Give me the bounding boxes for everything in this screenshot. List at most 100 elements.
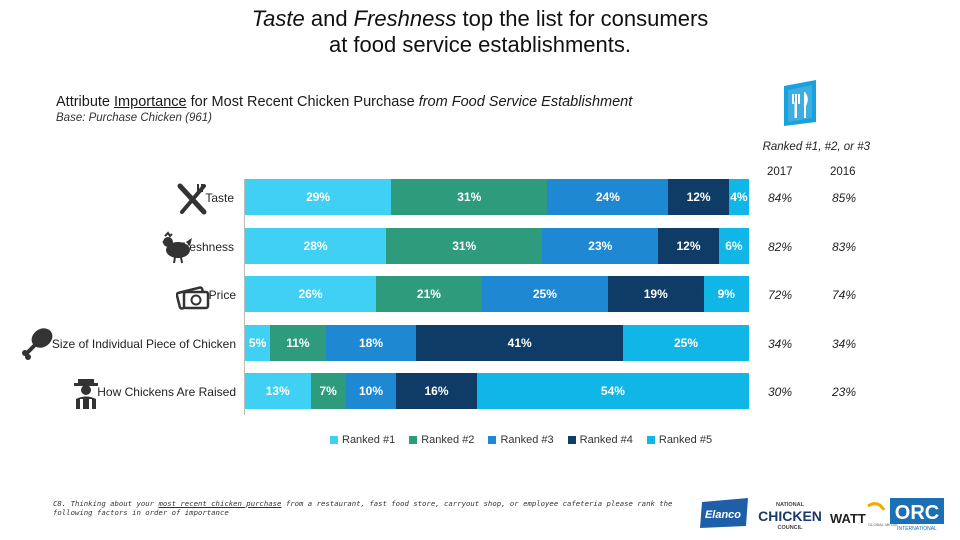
bar-segment-rank3: 23%	[542, 227, 659, 264]
stacked-bar-chart: 29% 31% 24% 12% 4% 28% 31% 23% 12% 6% 26% 21% 25% 19%…	[244, 179, 749, 415]
bar-segment-rank1: 28%	[245, 227, 387, 264]
bar-segment-rank2: 31%	[391, 179, 548, 215]
bar-segment-rank4: 19%	[607, 276, 704, 312]
legend-item-rank1: Ranked #1	[330, 434, 395, 446]
svg-text:CHICKEN: CHICKEN	[758, 508, 822, 524]
data-label: 7%	[319, 384, 337, 398]
bar-segment-rank2: 11%	[270, 324, 326, 361]
bar-segment-rank1: 26%	[245, 276, 377, 312]
value-2017: 84%	[768, 191, 793, 205]
drumstick-icon	[22, 328, 53, 360]
legend-item-rank2: Ranked #2	[409, 434, 474, 446]
bar-segment-rank4: 16%	[396, 373, 477, 409]
bar-segment-rank4: 12%	[668, 179, 729, 215]
ranked-header: Ranked #1, #2, or #3	[762, 141, 870, 153]
bar-segment-rank5: 9%	[703, 276, 749, 312]
bar-segment-rank5: 4%	[728, 179, 749, 215]
bar-segment-rank2: 21%	[376, 276, 482, 312]
bar-segment-rank5: 6%	[718, 227, 749, 264]
svg-text:ORC: ORC	[895, 502, 939, 524]
orc-logo: ORC INTERNATIONAL	[890, 498, 944, 532]
sponsor-logos: Elanco NATIONAL CHICKEN COUNCIL WATT GLO…	[700, 498, 944, 532]
legend-item-rank5: Ranked #5	[646, 434, 713, 446]
year-2016: 2016	[830, 166, 856, 178]
data-label: 16%	[424, 384, 449, 398]
value-2017: 30%	[768, 385, 793, 399]
bar-segment-rank3: 25%	[481, 276, 608, 312]
data-label: 24%	[595, 190, 620, 204]
value-2016: 23%	[832, 385, 857, 399]
data-label: 6%	[725, 238, 743, 253]
data-label: 13%	[265, 384, 290, 398]
legend-swatch	[330, 436, 338, 444]
legend-label: Ranked #4	[579, 434, 633, 446]
legend-label: Ranked #2	[421, 434, 475, 446]
bar-segment-rank5: 54%	[476, 373, 749, 409]
data-label: 23%	[588, 238, 613, 253]
legend-swatch	[646, 436, 655, 444]
data-label: 26%	[298, 287, 323, 301]
value-2016: 85%	[832, 191, 857, 205]
svg-text:Elanco: Elanco	[705, 509, 741, 521]
bar-segment-rank3: 18%	[325, 324, 417, 361]
data-label: 54%	[600, 384, 625, 398]
bar-segment-rank5: 25%	[623, 324, 749, 361]
value-2017: 34%	[768, 336, 793, 351]
category-label-taste: Taste	[205, 191, 234, 205]
legend-label: Ranked #1	[342, 434, 396, 446]
data-label: 29%	[306, 190, 331, 204]
data-label: 5%	[248, 335, 267, 350]
legend-item-rank3: Ranked #3	[488, 434, 554, 446]
farmer-icon	[74, 379, 98, 409]
data-label: 25%	[532, 287, 557, 301]
category-label-price: Price	[208, 288, 236, 302]
category-label-freshness: Freshness	[177, 239, 234, 254]
data-label: 31%	[452, 238, 477, 253]
legend-swatch	[488, 436, 497, 444]
svg-text:COUNCIL: COUNCIL	[777, 525, 803, 531]
data-label: 12%	[686, 190, 711, 204]
fork-knife-icon	[177, 183, 207, 215]
data-label: 25%	[673, 335, 699, 350]
bar-row-freshness: 28% 31% 23% 12% 6%	[245, 227, 749, 264]
data-label: 19%	[643, 287, 668, 301]
data-label: 4%	[730, 190, 748, 204]
category-label-how-chickens-are-raised: How Chickens Are Raised	[97, 385, 236, 399]
bar-segment-rank3: 10%	[345, 373, 397, 409]
legend-swatch	[409, 436, 418, 444]
data-label: 18%	[358, 335, 383, 350]
money-icon	[176, 286, 210, 310]
bar-row-how-chickens-are-raised: 13% 7% 10% 16% 54%	[245, 373, 749, 409]
data-label: 12%	[676, 238, 701, 253]
data-label: 31%	[457, 190, 482, 204]
ncc-logo: NATIONAL CHICKEN COUNCIL	[758, 502, 822, 531]
bar-segment-rank1: 29%	[245, 179, 392, 215]
value-2017: 82%	[768, 239, 793, 254]
footnote: C8. Thinking about your most recent chic…	[53, 499, 673, 517]
bar-segment-rank1: 5%	[245, 324, 271, 361]
bar-segment-rank3: 24%	[547, 179, 669, 215]
legend-swatch	[567, 436, 576, 444]
legend-label: Ranked #5	[658, 434, 713, 446]
bar-row-price: 26% 21% 25% 19% 9%	[245, 276, 749, 312]
data-label: 11%	[286, 335, 310, 350]
title-freshness: Freshness	[353, 6, 457, 31]
svg-text:NATIONAL: NATIONAL	[776, 502, 805, 508]
year-2017: 2017	[767, 166, 793, 178]
chicken-icon	[162, 231, 192, 264]
category-label-size-of-individual-piece-of-chicken: Size of Individual Piece of Chicken	[51, 336, 236, 351]
title-taste: Taste	[251, 6, 305, 31]
svg-text:WATT: WATT	[830, 511, 866, 526]
elanco-logo: Elanco	[700, 498, 748, 528]
legend-label: Ranked #3	[500, 434, 554, 446]
value-2016: 34%	[832, 336, 857, 351]
bar-row-size-of-individual-piece-of-chicken: 5% 11% 18% 41% 25%	[245, 324, 749, 361]
restaurant-icon	[784, 80, 816, 126]
data-label: 21%	[416, 287, 441, 301]
title-line-2: at food service establishments.	[328, 32, 632, 57]
watt-logo: WATT GLOBAL MEDIA	[830, 502, 898, 527]
value-2016: 83%	[832, 239, 857, 254]
bar-segment-rank4: 41%	[416, 324, 623, 361]
svg-text:GLOBAL MEDIA: GLOBAL MEDIA	[868, 522, 898, 527]
svg-text:INTERNATIONAL: INTERNATIONAL	[897, 526, 937, 532]
